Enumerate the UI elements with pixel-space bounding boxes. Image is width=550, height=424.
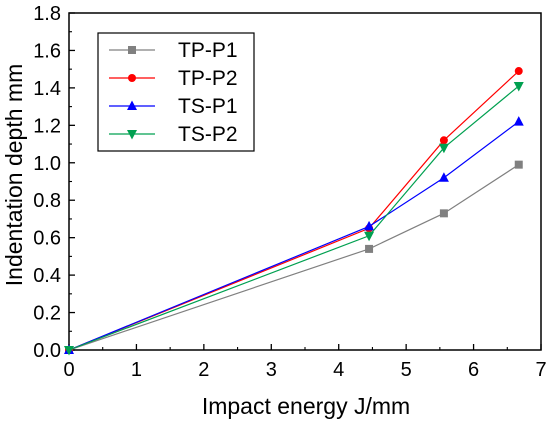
series-ts-p2 [64,82,524,356]
legend-marker-ts-p1 [127,100,137,110]
legend-label-tp-p1: TP-P1 [178,39,238,62]
y-tick-label: 0.2 [33,303,61,325]
legend-label-tp-p2: TP-P2 [178,67,238,90]
data-point-tp-p1 [514,160,523,169]
data-point-tp-p1 [365,244,374,253]
data-point-tp-p1 [439,209,448,218]
legend-marker-tp-p1 [128,46,136,54]
y-tick-label: 1.6 [33,40,61,62]
legend-marker-ts-p2 [127,130,137,140]
x-tick-label: 2 [198,359,209,381]
y-tick-label: 0.6 [33,228,61,250]
y-axis-title: Indentation depth mm [1,64,27,286]
legend-marker-tp-p2 [128,74,136,82]
series-line-tp-p2 [68,70,520,351]
data-point-ts-p1 [513,116,524,126]
series-line-tp-p1 [68,164,520,351]
data-point-ts-p2 [513,82,524,92]
y-tick-label: 1.4 [33,78,61,100]
data-point-ts-p2 [64,346,74,356]
y-tick-label: 0.8 [33,190,61,212]
x-tick-label: 5 [401,359,412,381]
y-tick-label: 1.8 [33,3,61,25]
axis-ticks: 0 1 2 3 4 5 6 7 0.0 0.2 0.4 0.6 0.8 1.0 1.2 1.4 1.6 1.8 [33,3,546,381]
y-tick-label: 0.4 [33,265,61,287]
x-tick-label: 1 [131,359,142,381]
series-ts-p1 [64,116,524,354]
chart-series [64,67,524,356]
series-line-ts-p2 [68,85,520,351]
x-tick-label: 3 [266,359,277,381]
y-tick-label: 1.2 [33,115,61,137]
data-point-tp-p2 [514,67,523,76]
data-point-ts-p1 [364,220,375,231]
x-tick-label: 6 [468,359,479,381]
legend-label-ts-p1: TS-P1 [178,95,238,118]
series-line-ts-p1 [68,121,520,351]
legend: TP-P1 TP-P2 TS-P1 TS-P2 [97,32,255,152]
y-tick-label: 0.0 [33,340,61,362]
x-tick-label: 0 [63,359,74,381]
data-point-tp-p2 [439,136,448,145]
legend-box [97,32,255,152]
x-axis-title: Impact energy J/mm [202,393,410,419]
data-point-ts-p2 [438,143,449,154]
x-tick-label: 4 [333,359,344,381]
data-point-ts-p2 [364,231,375,242]
data-point-ts-p1 [438,172,449,182]
x-tick-label: 7 [535,359,546,381]
legend-label-ts-p2: TS-P2 [178,123,238,146]
y-tick-label: 1.0 [33,153,61,175]
